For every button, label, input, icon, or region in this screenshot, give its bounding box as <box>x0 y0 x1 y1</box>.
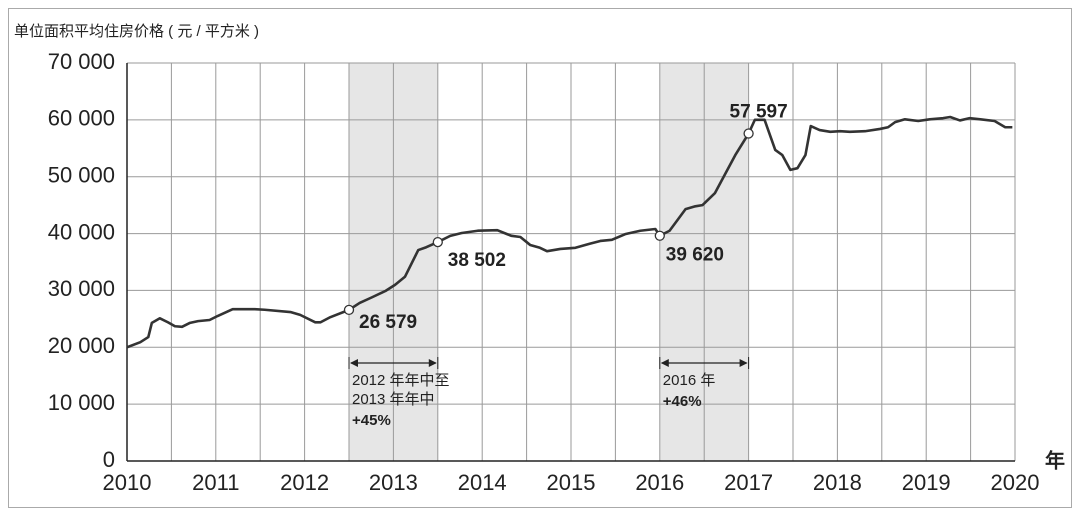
span-label: 2016 年 <box>663 372 716 389</box>
annotation-point <box>432 236 443 248</box>
line-series <box>126 115 1013 349</box>
x-tick-label: 2018 <box>813 470 862 495</box>
x-tick-label: 2020 <box>991 470 1040 495</box>
x-tick-label: 2014 <box>458 470 507 495</box>
annotation-label: 38 502 <box>448 250 506 271</box>
x-axis-label: 年 <box>1045 448 1065 472</box>
y-tick-label: 70 000 <box>48 49 115 74</box>
x-tick-label: 2019 <box>902 470 951 495</box>
y-tick-label: 50 000 <box>48 163 115 188</box>
annotation-label: 57 597 <box>730 102 788 123</box>
x-tick-label: 2015 <box>547 470 596 495</box>
annotation-point <box>343 304 355 316</box>
y-tick-label: 20 000 <box>48 333 115 358</box>
span-change: +45% <box>352 412 391 429</box>
annotation-point <box>743 128 754 139</box>
x-tick-label: 2011 <box>192 470 239 495</box>
x-tick-label: 2010 <box>103 470 152 495</box>
x-tick-label: 2013 <box>369 470 418 495</box>
annotation-label: 26 579 <box>359 312 417 333</box>
y-tick-label: 60 000 <box>48 106 115 131</box>
y-tick-label: 10 000 <box>48 390 115 415</box>
y-tick-label: 30 000 <box>48 276 115 301</box>
y-tick-label: 0 <box>103 447 115 472</box>
span-label: 2012 年年中至 <box>352 372 450 389</box>
span-label: 2013 年年中 <box>352 391 435 408</box>
span-change: +46% <box>663 393 702 410</box>
x-tick-label: 2016 <box>635 470 684 495</box>
annotation-point <box>654 230 665 241</box>
chart-title: 单位面积平均住房价格 ( 元 / 平方米 ) <box>14 23 259 40</box>
x-tick-label: 2012 <box>280 470 329 495</box>
frame <box>8 8 1072 508</box>
annotation-label: 39 620 <box>666 245 724 266</box>
x-tick-label: 2017 <box>724 470 773 495</box>
y-tick-label: 40 000 <box>48 219 115 244</box>
